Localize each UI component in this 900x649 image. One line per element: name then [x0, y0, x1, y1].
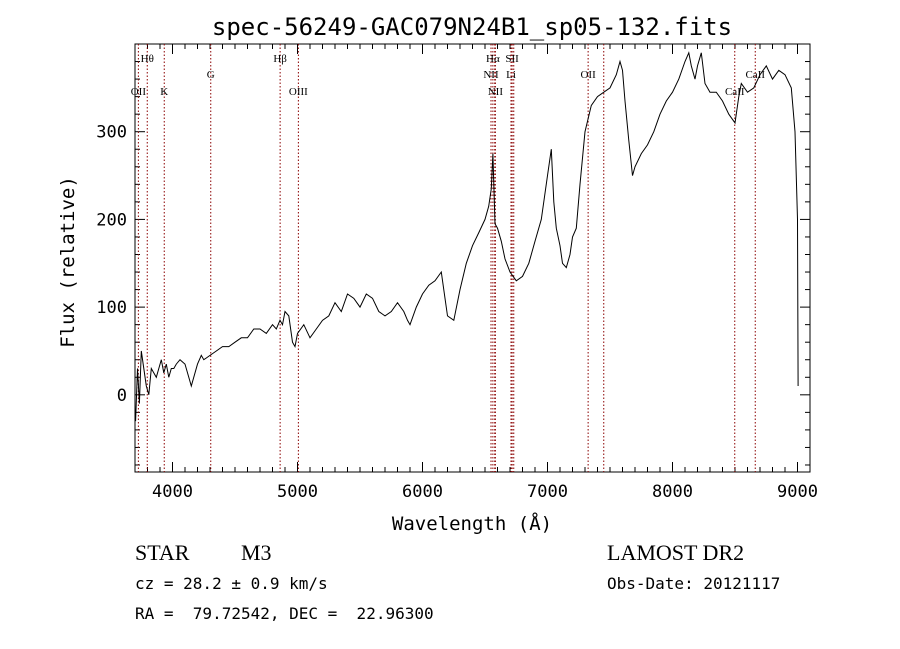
y-tick-label: 0 [117, 386, 127, 406]
plot-frame [134, 43, 811, 473]
chart-title: spec-56249-GAC079N24B1_sp05-132.fits [212, 13, 732, 41]
survey-label: LAMOST DR2 [607, 540, 745, 565]
line-label: SII [505, 53, 519, 65]
line-label: NII [488, 86, 504, 98]
x-tick-label: 8000 [652, 482, 693, 502]
line-label: Hα [486, 53, 500, 65]
line-label: CaII [725, 86, 745, 98]
class-label: STAR [135, 540, 190, 565]
y-tick-label: 200 [96, 210, 127, 230]
line-label: CaII [745, 69, 765, 81]
subclass-label: M3 [241, 540, 272, 565]
y-tick-label: 100 [96, 298, 127, 318]
x-tick-label: 4000 [152, 482, 193, 502]
line-label: OII [580, 69, 596, 81]
x-tick-label: 5000 [277, 482, 318, 502]
x-tick-label: 6000 [402, 482, 443, 502]
axis-ticks: 4000 5000 6000 7000 8000 9000 0 100 200 300 [96, 43, 818, 502]
obs-date: Obs-Date: 20121117 [607, 574, 781, 593]
y-tick-label: 300 [96, 123, 127, 143]
line-label: OII [131, 86, 147, 98]
line-label: NII [483, 69, 499, 81]
coordinates: RA = 79.72542, DEC = 22.96300 [135, 604, 434, 623]
cz-value: cz = 28.2 ± 0.9 km/s [135, 574, 328, 593]
line-label: G [207, 69, 215, 81]
y-axis-label: Flux (relative) [57, 176, 79, 348]
line-label: OIII [289, 86, 308, 98]
x-tick-label: 7000 [527, 482, 568, 502]
x-axis-label: Wavelength (Å) [392, 512, 552, 535]
line-label: Hβ [273, 53, 287, 65]
line-label: Li [506, 69, 516, 81]
line-label: Hθ [141, 53, 154, 65]
line-label: K [160, 86, 168, 98]
spectrum-line [135, 51, 799, 422]
x-tick-label: 9000 [777, 482, 818, 502]
